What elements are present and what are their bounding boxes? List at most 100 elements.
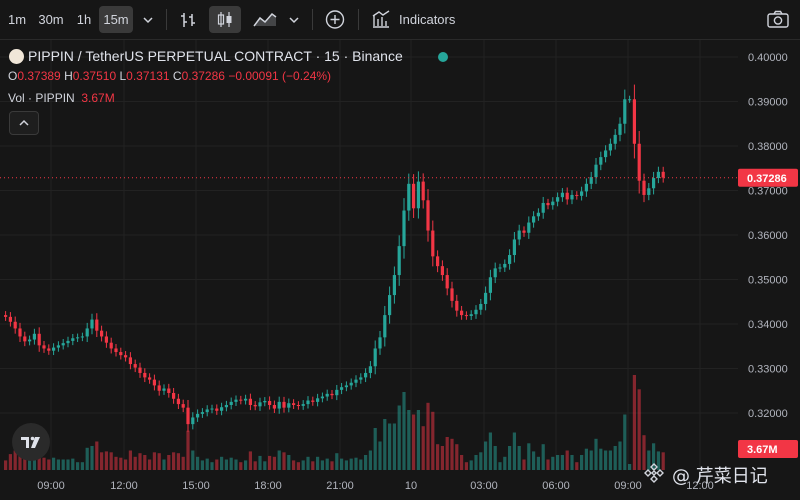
candle <box>628 99 632 101</box>
volume-bar <box>28 460 32 470</box>
chevron-down-icon[interactable] <box>138 6 158 33</box>
candle <box>37 333 41 346</box>
volume-bar <box>90 446 94 470</box>
candle <box>263 400 267 403</box>
candle <box>623 99 627 124</box>
volume-bar <box>224 459 228 470</box>
candle <box>388 295 392 316</box>
camera-icon[interactable] <box>764 6 792 33</box>
volume-bar <box>527 443 531 470</box>
volume-bar <box>412 414 416 470</box>
price-chart[interactable] <box>0 40 738 470</box>
candle <box>181 404 185 408</box>
candle <box>368 366 372 373</box>
chart-pane[interactable] <box>0 40 738 470</box>
time-tick-label: 10 <box>405 480 417 492</box>
candle <box>632 99 636 144</box>
volume-bar <box>344 460 348 470</box>
candle <box>42 345 46 349</box>
candle <box>575 194 579 196</box>
volume-bar <box>306 456 310 470</box>
candle <box>85 328 89 337</box>
candle <box>71 338 75 341</box>
candle <box>282 401 286 408</box>
candle <box>138 367 142 373</box>
tradingview-logo[interactable] <box>12 423 50 461</box>
volume-bar <box>340 458 344 470</box>
volume-bar <box>100 452 104 470</box>
volume-bar <box>508 446 512 470</box>
volume-bar <box>469 460 473 470</box>
candle <box>556 197 560 202</box>
candle <box>104 336 108 343</box>
interval-1h[interactable]: 1h <box>76 12 92 27</box>
chevron-down-icon[interactable] <box>284 6 304 33</box>
candle <box>340 387 344 390</box>
volume-bar <box>277 450 281 470</box>
volume-bar <box>556 455 560 470</box>
volume-bar <box>109 452 113 470</box>
candle <box>364 372 368 378</box>
volume-bar <box>512 432 516 470</box>
volume-bar <box>13 450 17 470</box>
candle <box>392 275 396 296</box>
volume-bar <box>613 446 617 470</box>
candle <box>373 348 377 367</box>
time-axis[interactable]: 09:00 12:00 15:00 18:00 21:00 10 03:00 06:00 09:… <box>0 470 800 500</box>
volume-bar <box>445 437 449 470</box>
symbol-title[interactable]: PIPPIN / TetherUS PERPETUAL CONTRACT · 1… <box>28 48 403 64</box>
volume-bar <box>560 455 564 470</box>
candle <box>23 336 27 342</box>
candle <box>114 348 118 353</box>
volume-bar <box>52 457 56 470</box>
candle <box>493 268 497 278</box>
candle <box>61 343 65 346</box>
candle <box>325 393 329 397</box>
candle <box>119 352 123 356</box>
candle <box>335 389 339 396</box>
volume-bar <box>584 448 588 470</box>
last-volume-label: 3.67M <box>747 444 778 456</box>
candle <box>637 143 641 181</box>
candle <box>354 379 358 383</box>
candle <box>383 315 387 338</box>
candles-icon[interactable] <box>209 6 241 33</box>
volume-bar <box>85 447 89 470</box>
candle <box>560 192 564 198</box>
volume-bar <box>407 410 411 470</box>
volume-bar <box>575 462 579 470</box>
time-tick-label: 03:00 <box>470 480 498 492</box>
volume-bar <box>172 452 176 470</box>
add-indicator-icon[interactable] <box>322 6 348 33</box>
candle <box>52 347 56 351</box>
candle <box>402 210 406 247</box>
price-axis[interactable]: 0.40000 0.39000 0.38000 0.37000 0.36000 0.350… <box>738 40 800 470</box>
candle <box>541 202 545 213</box>
interval-15m[interactable]: 15m <box>99 6 133 33</box>
volume-bar <box>623 414 627 470</box>
volume-bar <box>546 459 550 470</box>
collapse-legend-button[interactable] <box>9 111 39 135</box>
volume-bar <box>608 450 612 470</box>
price-tick-label: 0.40000 <box>748 52 788 64</box>
indicators-button[interactable]: Indicators <box>370 6 470 33</box>
last-price-badge <box>738 168 798 187</box>
candle <box>469 314 473 316</box>
candle <box>220 407 224 411</box>
area-chart-icon[interactable] <box>250 6 280 33</box>
candle <box>28 339 32 342</box>
volume-bar <box>632 375 636 470</box>
candle <box>450 288 454 301</box>
volume-bar <box>210 462 214 470</box>
volume-bar <box>402 392 406 470</box>
price-tick-label: 0.33000 <box>748 364 788 376</box>
volume-bar <box>436 444 440 470</box>
candle <box>205 409 209 413</box>
interval-1m[interactable]: 1m <box>7 12 27 27</box>
candle <box>599 157 603 165</box>
volume-bar <box>484 441 488 470</box>
bar-chart-icon[interactable] <box>176 6 200 33</box>
interval-30m[interactable]: 30m <box>38 12 64 27</box>
volume-bar <box>23 454 27 470</box>
candle <box>258 402 262 407</box>
